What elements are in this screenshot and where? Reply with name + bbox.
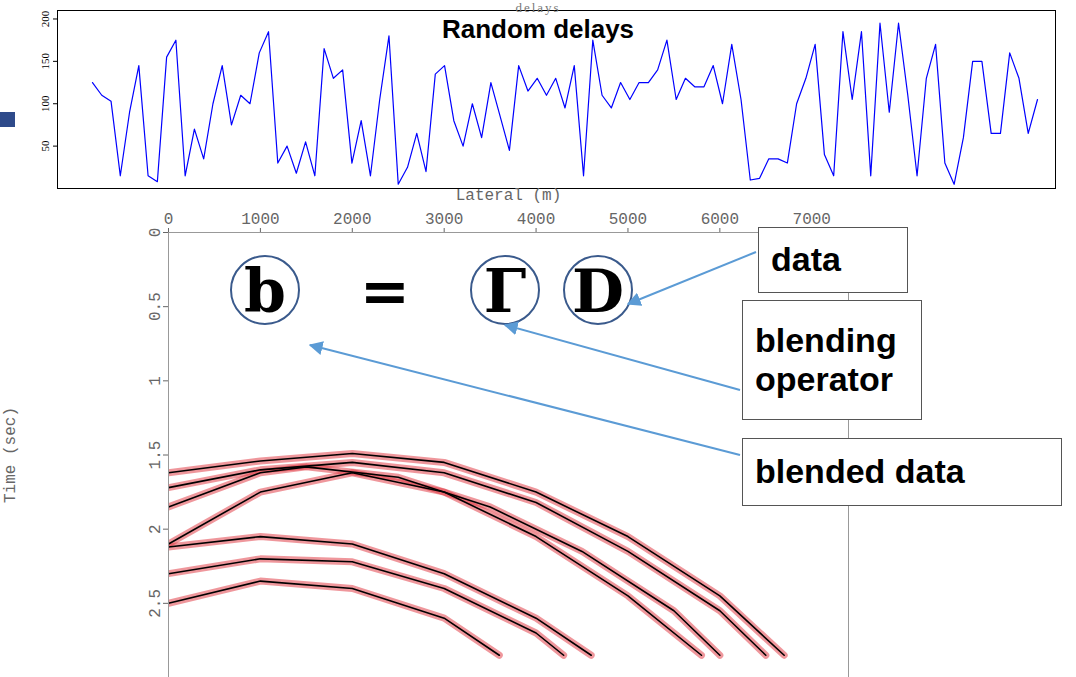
- svg-text:Time (sec): Time (sec): [2, 407, 20, 503]
- svg-text:7000: 7000: [793, 211, 831, 229]
- svg-text:2000: 2000: [333, 211, 371, 229]
- svg-text:100: 100: [39, 95, 51, 112]
- svg-text:Γ: Γ: [484, 256, 527, 326]
- svg-text:2.5: 2.5: [147, 589, 165, 618]
- html-text:blended data: blended data: [755, 452, 965, 491]
- html-text:Random delays: Random delays: [441, 14, 635, 44]
- svg-text:6000: 6000: [701, 211, 739, 229]
- svg-text:200: 200: [39, 10, 51, 27]
- svg-text:150: 150: [39, 53, 51, 70]
- svg-text:3000: 3000: [425, 211, 463, 229]
- svg-text:5000: 5000: [609, 211, 647, 229]
- svg-text:0.5: 0.5: [147, 292, 165, 321]
- svg-text:Lateral (m): Lateral (m): [456, 187, 562, 205]
- html-text:blending operator: blending operator: [755, 320, 897, 398]
- svg-text:D: D: [572, 256, 624, 326]
- svg-text:0: 0: [164, 211, 174, 229]
- svg-text:4000: 4000: [517, 211, 555, 229]
- svg-text:1000: 1000: [241, 211, 279, 229]
- svg-text:b: b: [244, 256, 286, 326]
- svg-text:=: =: [360, 256, 410, 326]
- svg-text:0: 0: [147, 228, 165, 238]
- svg-text:1: 1: [147, 376, 165, 386]
- svg-text:2: 2: [147, 524, 165, 534]
- html-text:delays: delays: [515, 0, 561, 15]
- html-text:data: data: [771, 240, 841, 279]
- svg-text:1.5: 1.5: [147, 441, 165, 470]
- svg-text:50: 50: [39, 140, 51, 152]
